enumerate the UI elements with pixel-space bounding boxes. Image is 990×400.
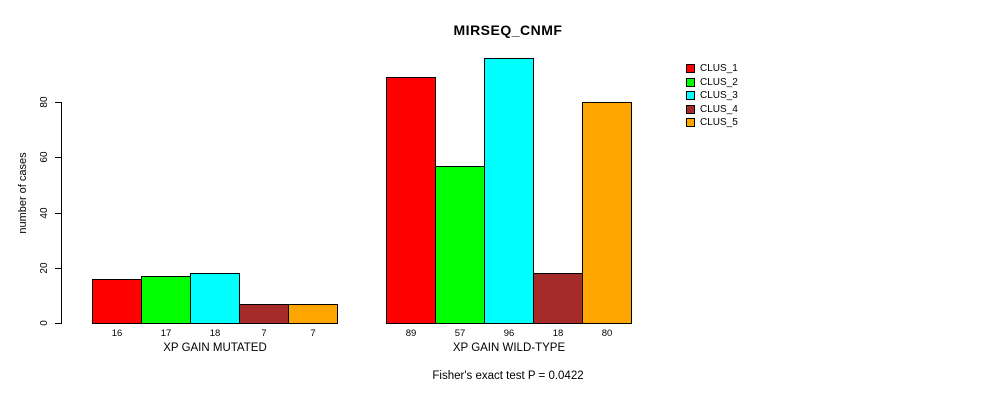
y-axis-tick xyxy=(55,213,61,214)
legend-swatch-icon xyxy=(686,77,695,87)
bar-clus_2-group2 xyxy=(435,166,485,324)
bar-clus_4-group2 xyxy=(533,273,583,324)
y-axis-title: number of cases xyxy=(17,152,29,234)
y-axis-tick-label: 80 xyxy=(39,96,50,108)
legend-item-clus_3: CLUS_3 xyxy=(686,89,738,103)
bar-value-label: 18 xyxy=(552,328,564,339)
legend-swatch-icon xyxy=(686,64,695,74)
legend-item-clus_1: CLUS_1 xyxy=(686,62,738,76)
bar-value-label: 7 xyxy=(261,328,267,339)
bar-clus_1-group1 xyxy=(92,279,142,324)
y-axis-tick xyxy=(55,157,61,158)
bar-value-label: 57 xyxy=(454,328,466,339)
bar-value-label: 18 xyxy=(209,328,221,339)
bar-value-label: 80 xyxy=(601,328,613,339)
bar-clus_4-group1 xyxy=(239,304,289,324)
y-axis-tick-label: 60 xyxy=(39,151,50,163)
bar-clus_2-group1 xyxy=(141,276,191,324)
legend-swatch-icon xyxy=(686,118,695,128)
y-axis-tick-label: 40 xyxy=(39,207,50,219)
chart-title: MIRSEQ_CNMF xyxy=(453,22,563,38)
legend-label: CLUS_5 xyxy=(700,117,738,129)
legend-swatch-icon xyxy=(686,104,695,114)
y-axis-tick xyxy=(55,323,61,324)
legend-label: CLUS_1 xyxy=(700,63,738,75)
bar-value-label: 16 xyxy=(111,328,123,339)
bar-clus_1-group2 xyxy=(386,77,436,324)
bar-clus_3-group2 xyxy=(484,58,534,324)
legend: CLUS_1 CLUS_2 CLUS_3 CLUS_4 CLUS_5 xyxy=(686,62,738,130)
y-axis-tick-label: 0 xyxy=(39,320,50,326)
legend-label: CLUS_2 xyxy=(700,76,738,88)
bar-clus_3-group1 xyxy=(190,273,240,324)
x-group-label: XP GAIN MUTATED xyxy=(163,342,267,354)
bar-value-label: 96 xyxy=(503,328,515,339)
legend-label: CLUS_4 xyxy=(700,103,738,115)
y-axis-line xyxy=(61,102,62,324)
bar-value-label: 17 xyxy=(160,328,172,339)
legend-swatch-icon xyxy=(686,91,695,101)
legend-item-clus_4: CLUS_4 xyxy=(686,103,738,117)
y-axis-tick xyxy=(55,268,61,269)
legend-item-clus_5: CLUS_5 xyxy=(686,116,738,130)
bar-value-label: 7 xyxy=(310,328,316,339)
y-axis-tick xyxy=(55,102,61,103)
y-axis-tick-label: 20 xyxy=(39,262,50,274)
bar-clus_5-group2 xyxy=(582,102,632,324)
bar-value-label: 89 xyxy=(405,328,417,339)
legend-label: CLUS_3 xyxy=(700,90,738,102)
legend-item-clus_2: CLUS_2 xyxy=(686,76,738,90)
fisher-test-annotation: Fisher's exact test P = 0.0422 xyxy=(432,370,584,382)
bar-clus_5-group1 xyxy=(288,304,338,324)
x-group-label: XP GAIN WILD-TYPE xyxy=(452,342,566,354)
